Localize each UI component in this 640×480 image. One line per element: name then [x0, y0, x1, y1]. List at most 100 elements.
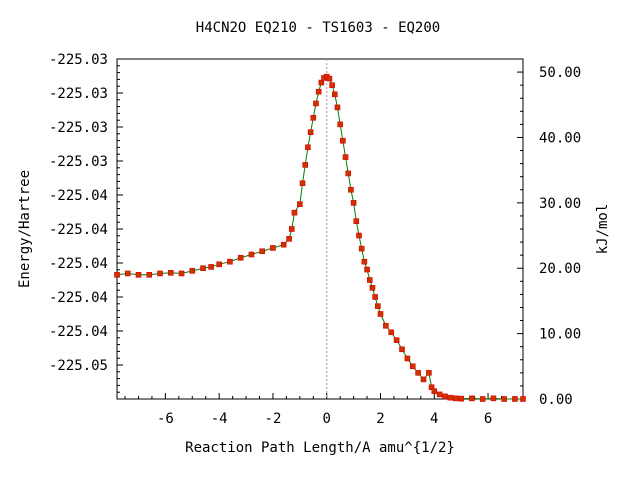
data-point	[469, 395, 475, 402]
data-point	[458, 395, 464, 402]
energy-series-line	[116, 76, 523, 400]
data-point	[383, 322, 389, 329]
data-point	[318, 79, 325, 86]
data-point	[361, 258, 368, 265]
x-axis-tick-labels: -6 -4 -2 0 2 4 6	[157, 411, 492, 427]
data-point	[337, 121, 343, 128]
data-point	[227, 258, 233, 265]
data-point	[331, 91, 338, 98]
data-point	[315, 88, 322, 95]
x-tick-label: 0	[323, 411, 331, 427]
left-tick-label: -225.03	[49, 86, 108, 102]
right-axis-tick-labels: 0.00 10.00 20.00 30.00 40.00 50.00	[539, 65, 581, 408]
data-point	[350, 200, 357, 206]
x-tick-label: -4	[211, 411, 228, 427]
data-point	[348, 186, 354, 193]
data-point	[288, 226, 295, 232]
data-point	[340, 137, 346, 144]
data-point	[329, 82, 335, 88]
data-point	[393, 337, 400, 343]
data-point	[216, 261, 222, 268]
data-point	[189, 268, 196, 274]
left-tick-label: -225.03	[49, 52, 108, 68]
left-tick-label: -225.04	[49, 256, 108, 272]
left-tick-label: -225.04	[49, 324, 108, 340]
data-point	[157, 270, 163, 277]
data-point	[490, 395, 497, 402]
data-point	[313, 100, 319, 107]
data-point	[291, 209, 298, 216]
data-point	[372, 294, 378, 300]
data-point	[237, 254, 244, 261]
data-point	[479, 396, 486, 402]
x-tick-label: -2	[265, 411, 282, 427]
left-tick-label: -225.05	[49, 358, 108, 374]
data-point	[512, 396, 518, 402]
plot-frame	[116, 58, 524, 400]
data-point	[358, 245, 365, 252]
data-point	[200, 265, 206, 272]
right-tick-label: 30.00	[539, 196, 581, 212]
right-tick-label: 40.00	[539, 130, 581, 146]
data-point	[436, 391, 443, 398]
x-tick-label: 2	[376, 411, 384, 427]
y2-axis-label: kJ/mol	[595, 204, 611, 255]
data-point	[326, 75, 333, 82]
data-point	[377, 311, 384, 317]
data-point	[286, 236, 292, 242]
data-point	[452, 395, 459, 402]
data-point	[409, 363, 416, 370]
data-point	[501, 396, 507, 402]
right-axis-ticks	[517, 58, 523, 400]
data-point	[114, 271, 120, 278]
x-tick-label: 6	[484, 411, 492, 427]
left-tick-label: -225.04	[49, 222, 108, 238]
chart-title: H4CN2O EQ210 - TS1603 - EQ200	[196, 20, 440, 36]
data-point	[431, 388, 438, 394]
data-point	[334, 104, 341, 111]
data-point	[447, 394, 454, 401]
data-point	[248, 251, 255, 258]
data-point	[520, 396, 526, 402]
data-point	[345, 170, 352, 177]
data-point	[442, 393, 448, 400]
energy-series-points	[114, 73, 526, 402]
data-point	[399, 346, 405, 353]
data-point	[369, 285, 376, 291]
left-axis-ticks	[117, 58, 123, 393]
left-tick-label: -225.04	[49, 290, 108, 306]
y-axis-label: Energy/Hartree	[17, 170, 33, 288]
data-point	[208, 264, 214, 270]
right-tick-label: 0.00	[539, 392, 573, 408]
data-point	[167, 270, 174, 276]
left-axis-tick-labels: -225.03 -225.03 -225.03 -225.03 -225.04 -225.…	[49, 52, 108, 374]
data-point	[299, 180, 306, 187]
data-point	[415, 370, 421, 376]
data-point	[307, 129, 314, 136]
data-point	[146, 271, 153, 278]
x-axis-label: Reaction Path Length/A amu^{1/2}	[185, 440, 455, 456]
data-point	[310, 115, 317, 121]
right-tick-label: 50.00	[539, 65, 581, 81]
data-point	[305, 144, 311, 151]
data-point	[124, 270, 131, 277]
data-point	[426, 370, 432, 376]
data-point	[135, 271, 142, 278]
x-tick-label: 4	[430, 411, 438, 427]
data-point	[280, 241, 287, 248]
right-tick-label: 20.00	[539, 261, 581, 277]
data-point	[388, 329, 395, 336]
data-point	[364, 266, 370, 273]
data-point	[353, 218, 360, 224]
x-tick-label: -6	[157, 411, 174, 427]
data-point	[297, 201, 303, 207]
data-point	[356, 232, 362, 239]
data-point	[270, 245, 276, 251]
data-point	[178, 270, 185, 277]
left-tick-label: -225.04	[49, 188, 108, 204]
left-tick-label: -225.03	[49, 120, 108, 136]
data-point	[342, 154, 349, 160]
data-point	[259, 248, 265, 255]
right-tick-label: 10.00	[539, 327, 581, 343]
